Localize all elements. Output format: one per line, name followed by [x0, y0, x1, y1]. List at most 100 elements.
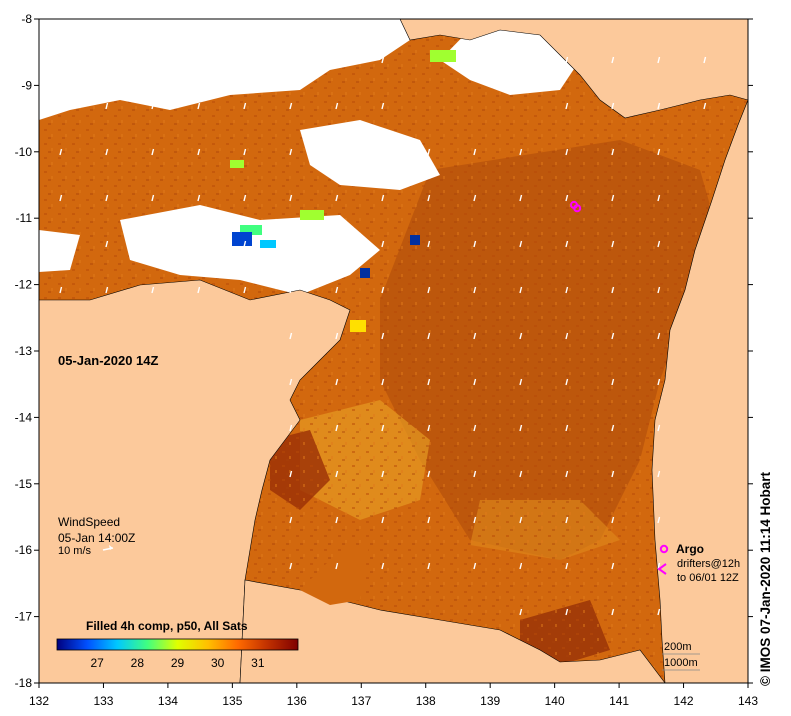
- wind-vector: [657, 102, 661, 110]
- wind-vector: [611, 378, 615, 386]
- wind-vector: [289, 470, 293, 478]
- wind-vector: [565, 240, 569, 248]
- argo-legend-icon: [659, 544, 669, 554]
- wind-vector: [381, 286, 385, 294]
- wind-vector: [151, 286, 155, 294]
- wind-vector: [657, 562, 661, 570]
- wind-legend-title: WindSpeed: [58, 515, 120, 529]
- wind-vector: [335, 516, 339, 524]
- wind-vector: [289, 194, 293, 202]
- argo-float-marker: [573, 204, 582, 213]
- wind-vector: [657, 516, 661, 524]
- wind-vector: [335, 148, 339, 156]
- wind-vector: [381, 102, 385, 110]
- lon-tick-label: 135: [222, 694, 242, 708]
- lat-tick-label: -13: [15, 344, 33, 358]
- land-groote-area-coast: [300, 540, 370, 605]
- wind-vector: [427, 470, 431, 478]
- wind-vector: [381, 424, 385, 432]
- wind-vector: [657, 148, 661, 156]
- wind-vector: [289, 378, 293, 386]
- wind-vector: [611, 56, 615, 64]
- wind-vector: [565, 470, 569, 478]
- wind-vector: [565, 378, 569, 386]
- wind-vector: [59, 240, 63, 248]
- wind-vector-field: [59, 56, 707, 616]
- colorbar-ticks: 27 28 29 30 31: [90, 656, 264, 670]
- wind-vector: [611, 608, 615, 616]
- wind-vector: [289, 240, 293, 248]
- wind-vector: [289, 286, 293, 294]
- wind-vector: [473, 148, 477, 156]
- lon-tick-label: 142: [674, 694, 694, 708]
- wind-vector: [473, 240, 477, 248]
- lon-tick-label: 134: [158, 694, 178, 708]
- wind-vector: [243, 194, 247, 202]
- wind-vector: [289, 102, 293, 110]
- wind-vector: [427, 194, 431, 202]
- wind-vector: [565, 608, 569, 616]
- wind-vector: [519, 608, 523, 616]
- wind-vector: [703, 102, 707, 110]
- wind-vector: [565, 286, 569, 294]
- wind-vector: [289, 332, 293, 340]
- land-cape-york: [651, 99, 749, 684]
- wind-vector: [289, 562, 293, 570]
- wind-vector: [197, 194, 201, 202]
- wind-vector: [611, 562, 615, 570]
- wind-vector: [335, 194, 339, 202]
- wind-vector: [243, 56, 247, 64]
- wind-vector: [657, 194, 661, 202]
- wind-scale-arrowhead-icon: [109, 545, 113, 550]
- wind-vector: [427, 240, 431, 248]
- wind-vector: [59, 286, 63, 294]
- longitude-axis: 132 133 134 135 136 137 138 139 140 141 142 143: [29, 683, 758, 708]
- wind-vector: [611, 148, 615, 156]
- wind-vector: [473, 286, 477, 294]
- lon-tick-label: 140: [545, 694, 565, 708]
- wind-vector: [657, 608, 661, 616]
- map-frame: [38, 18, 749, 684]
- wind-vector: [381, 470, 385, 478]
- wind-vector: [381, 194, 385, 202]
- wind-vector: [611, 332, 615, 340]
- lon-tick-label: 136: [287, 694, 307, 708]
- lat-tick-label: -9: [21, 78, 32, 92]
- depth-1000m-label: 1000m: [664, 657, 698, 669]
- drifter-legend-label: drifters@12h: [677, 558, 740, 570]
- colorbar: [56, 638, 299, 651]
- timestamp-label: 05-Jan-2020 14Z: [58, 353, 159, 368]
- wind-vector: [519, 332, 523, 340]
- wind-vector: [565, 562, 569, 570]
- wind-vector: [335, 424, 339, 432]
- wind-vector: [611, 470, 615, 478]
- wind-vector: [243, 102, 247, 110]
- wind-vector: [519, 424, 523, 432]
- lat-tick-label: -16: [15, 543, 33, 557]
- wind-vector: [519, 148, 523, 156]
- cloud-no-data: [300, 120, 440, 190]
- wind-vector: [611, 424, 615, 432]
- lat-tick-label: -17: [15, 610, 33, 624]
- wind-vector: [381, 332, 385, 340]
- wind-vector: [243, 240, 247, 248]
- lat-tick-label: -10: [15, 145, 33, 159]
- wind-vector: [151, 56, 155, 64]
- wind-vector: [565, 56, 569, 64]
- wind-vector: [243, 286, 247, 294]
- colorbar-tick-label: 27: [90, 656, 104, 670]
- lat-tick-label: -15: [15, 477, 33, 491]
- drifter-legend-icon: [657, 563, 667, 575]
- wind-vector: [335, 286, 339, 294]
- credit-label: © IMOS 07-Jan-2020 11:14 Hobart: [758, 471, 773, 686]
- wind-vector: [335, 332, 339, 340]
- wind-vector: [473, 516, 477, 524]
- wind-vector: [289, 148, 293, 156]
- wind-vector: [611, 240, 615, 248]
- wind-vector: [427, 378, 431, 386]
- lon-tick-label: 132: [29, 694, 49, 708]
- wind-vector: [565, 194, 569, 202]
- wind-vector: [381, 378, 385, 386]
- wind-vector: [105, 102, 109, 110]
- wind-vector: [519, 194, 523, 202]
